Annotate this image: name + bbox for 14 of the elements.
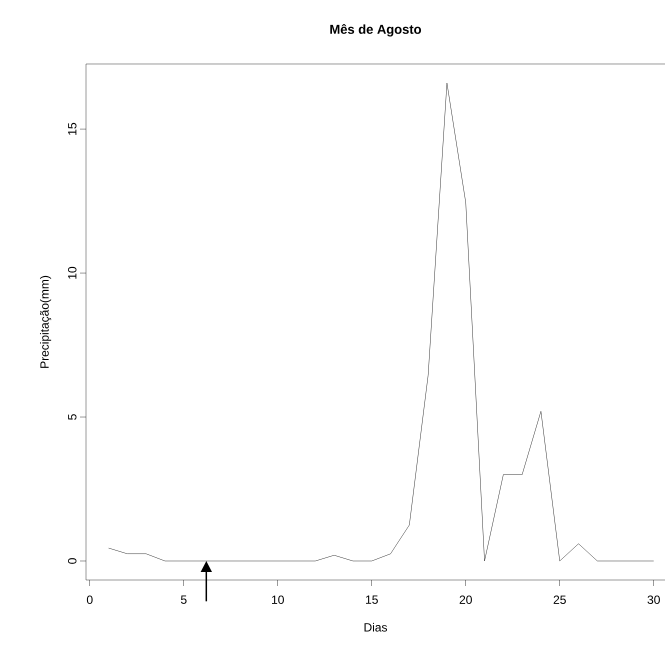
y-axis-title: Precipitação(mm) (40, 276, 52, 368)
y-tick-label: 10 (68, 266, 76, 279)
x-tick-label: 20 (460, 596, 472, 604)
x-tick-label: 0 (86, 596, 93, 604)
x-tick-label: 25 (554, 596, 566, 604)
y-tick-label: 15 (68, 122, 76, 135)
y-tick-label: 0 (68, 558, 76, 564)
x-axis-title: Dias (364, 622, 388, 632)
y-tick-label: 5 (68, 414, 76, 420)
x-tick-label: 15 (366, 596, 378, 604)
x-tick-label: 5 (180, 596, 187, 604)
x-tick-label: 30 (648, 596, 660, 604)
x-tick-label: 10 (272, 596, 284, 604)
chart-title: Mês de Agosto (330, 24, 422, 37)
